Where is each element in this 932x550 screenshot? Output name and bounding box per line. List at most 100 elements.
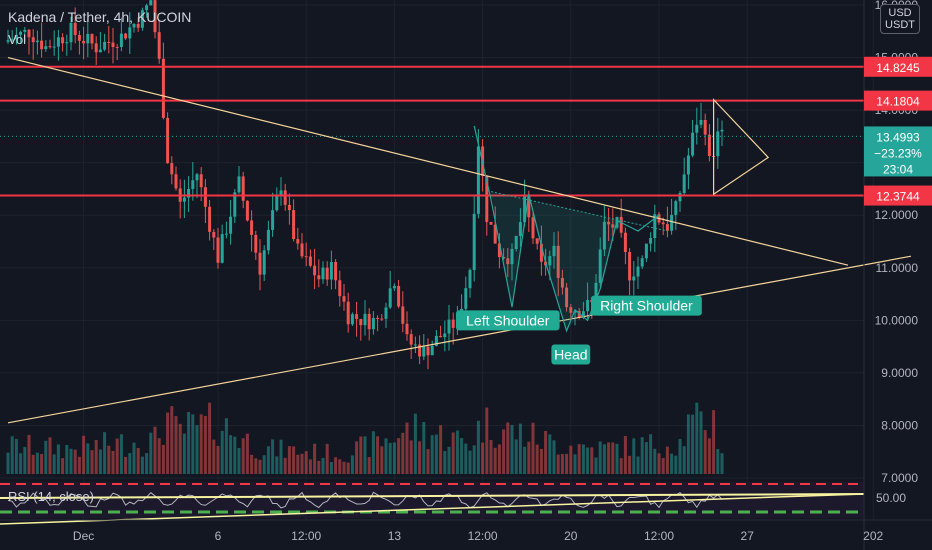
candle xyxy=(485,175,489,222)
candle xyxy=(703,119,707,135)
candle xyxy=(195,174,199,181)
candle xyxy=(678,193,682,202)
volume-bar xyxy=(65,445,69,474)
candle xyxy=(182,197,186,202)
volume-bar xyxy=(191,414,195,474)
candle xyxy=(548,256,552,266)
candle xyxy=(699,119,703,125)
candle xyxy=(598,249,602,283)
volume-bar xyxy=(98,449,102,474)
volume-bar xyxy=(451,432,455,474)
volume-bar xyxy=(556,454,560,474)
candle xyxy=(107,41,111,43)
volume-bar xyxy=(623,436,627,474)
candle xyxy=(166,117,170,164)
candle xyxy=(19,31,23,35)
candle xyxy=(187,188,191,198)
price-tick-label: 7.0000 xyxy=(881,471,918,485)
volume-bar xyxy=(287,446,291,474)
candle xyxy=(527,196,531,218)
candle xyxy=(363,313,367,326)
candle xyxy=(434,335,438,346)
volume-bar xyxy=(292,446,296,474)
candle xyxy=(149,0,153,6)
volume-bar xyxy=(182,433,186,474)
candle xyxy=(439,335,443,338)
candle xyxy=(69,22,73,43)
candle xyxy=(283,190,287,205)
volume-bar xyxy=(485,407,489,474)
volume-bar xyxy=(296,454,300,474)
volume-bar xyxy=(40,454,44,474)
candle xyxy=(388,288,392,308)
candle xyxy=(31,37,35,43)
volume-bar xyxy=(258,459,262,474)
time-axis[interactable]: Dec 6 12:00 13 12:00 20 12:00 27 202 xyxy=(0,519,932,543)
price-tick-label: 9.0000 xyxy=(881,366,918,380)
candle xyxy=(422,346,426,357)
volume-bar xyxy=(161,444,165,474)
candle xyxy=(573,311,577,313)
volume-bar xyxy=(14,438,18,474)
volume-bar xyxy=(460,438,464,474)
rsi-legend[interactable]: RSI (14, close) xyxy=(8,489,94,504)
pattern-label-bg xyxy=(591,295,702,316)
volume-bar xyxy=(376,436,380,474)
current-price-text: 13.4993 xyxy=(876,130,920,144)
candle xyxy=(10,39,14,41)
volume-bar xyxy=(594,457,598,474)
candle xyxy=(451,319,455,328)
volume-bar xyxy=(329,462,333,474)
candle xyxy=(115,46,119,48)
candle xyxy=(266,229,270,251)
volume-bar xyxy=(434,434,438,474)
volume-bar xyxy=(86,443,90,474)
candle xyxy=(140,10,144,28)
volume-bar xyxy=(208,402,212,474)
currency-badge[interactable]: USD USDT xyxy=(880,4,920,34)
volume-bar xyxy=(552,440,556,474)
candle xyxy=(409,334,413,345)
candle xyxy=(523,196,527,223)
volume-bar xyxy=(212,439,216,474)
candle xyxy=(136,24,140,28)
candle xyxy=(472,213,476,270)
candle xyxy=(392,285,396,289)
volume-bar xyxy=(401,432,405,474)
volume-bar xyxy=(430,435,434,474)
candle xyxy=(304,256,308,258)
level-price-tag xyxy=(864,90,932,111)
current-price-text: 23:04 xyxy=(883,162,913,176)
volume-bar xyxy=(405,422,409,474)
candle xyxy=(191,180,195,189)
volume-bar xyxy=(250,454,254,474)
candle xyxy=(119,33,123,48)
price-axis[interactable]: 7.0000 8.0000 9.0000 10.0000 11.0000 12.0000 1… xyxy=(863,0,932,550)
volume-bar xyxy=(716,449,720,474)
candle xyxy=(86,33,90,44)
currency-line-1: USD xyxy=(888,7,912,19)
volume-bar xyxy=(657,453,661,474)
candle xyxy=(157,32,161,59)
candle xyxy=(262,250,266,275)
volume-legend[interactable]: Vol xyxy=(8,32,27,47)
volume-bar xyxy=(262,455,266,474)
time-tick-label: 202 xyxy=(863,529,883,543)
volume-bar xyxy=(166,412,170,474)
candle xyxy=(287,204,291,211)
symbol-title[interactable]: Kadena / Tether, 4h, KUCOIN xyxy=(8,9,192,25)
volume-bar xyxy=(90,450,94,474)
candle xyxy=(397,285,401,307)
candle xyxy=(65,42,69,44)
volume-bar xyxy=(115,438,119,474)
volume-bar xyxy=(266,446,270,474)
candle xyxy=(170,163,174,175)
candle xyxy=(132,24,136,28)
rsi-line xyxy=(7,491,723,509)
volume-bar xyxy=(472,445,476,474)
candle xyxy=(241,176,245,201)
candle xyxy=(476,146,480,214)
volume-bar xyxy=(523,446,527,474)
volume-bar xyxy=(119,434,123,474)
